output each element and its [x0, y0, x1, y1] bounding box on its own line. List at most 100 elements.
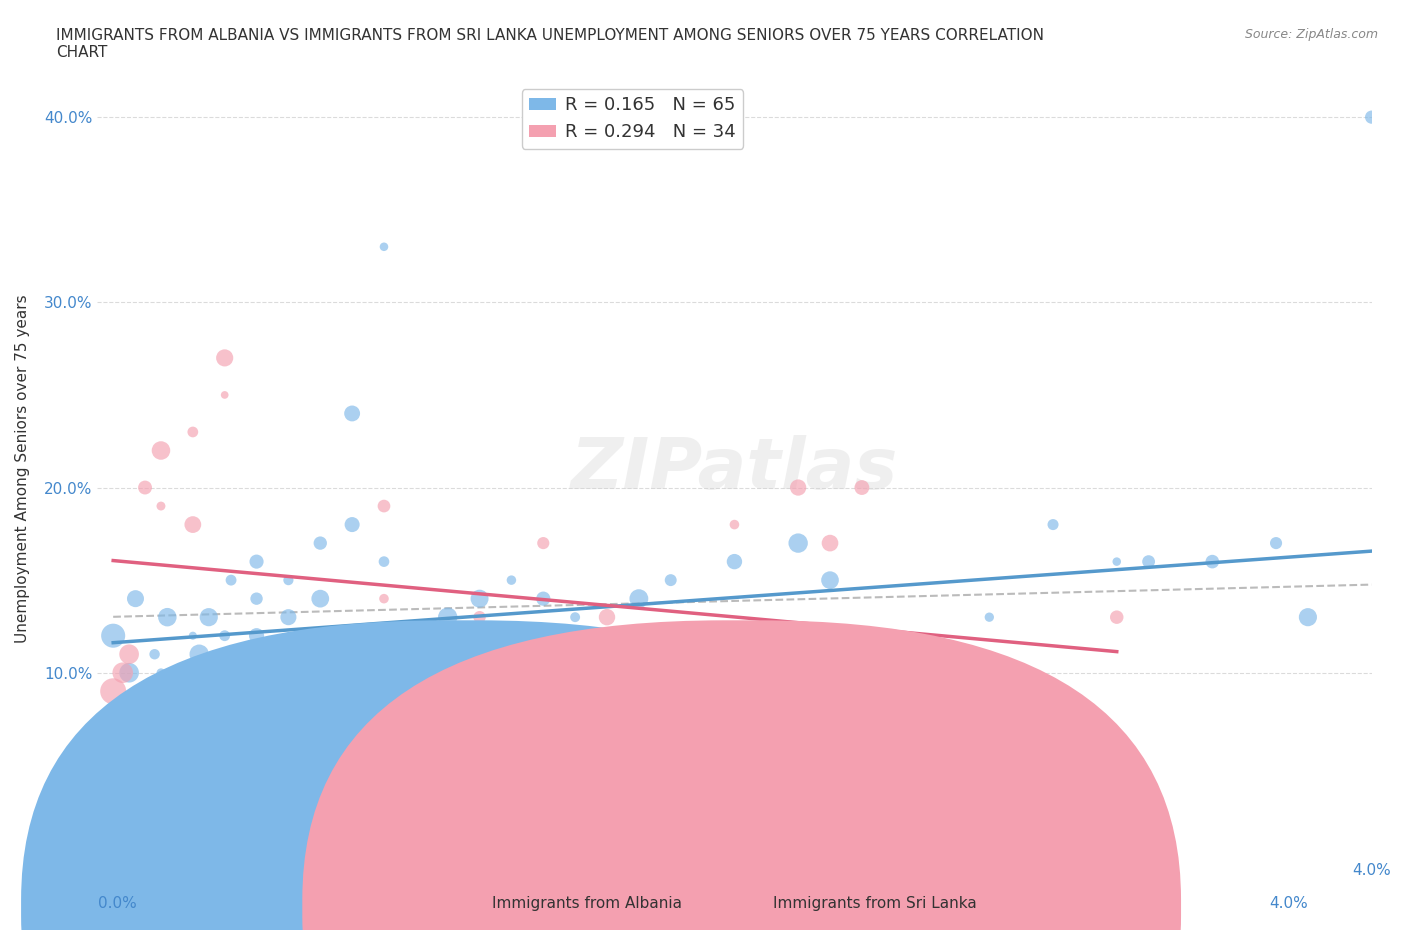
- Point: [596, 610, 619, 625]
- Point: [818, 536, 841, 551]
- Point: [946, 832, 969, 847]
- Point: [111, 702, 134, 717]
- Point: [124, 591, 146, 606]
- Point: [219, 573, 242, 588]
- Point: [1361, 110, 1384, 125]
- Point: [181, 665, 204, 680]
- Point: [101, 629, 124, 644]
- Point: [309, 629, 332, 644]
- Point: [1042, 517, 1064, 532]
- Point: [979, 665, 1001, 680]
- Point: [373, 498, 395, 513]
- Point: [181, 517, 204, 532]
- Point: [1137, 554, 1160, 569]
- Point: [468, 629, 491, 644]
- Point: [1265, 536, 1288, 551]
- Point: [373, 629, 395, 644]
- Point: [1105, 554, 1128, 569]
- Point: [405, 665, 427, 680]
- Point: [659, 702, 682, 717]
- Point: [914, 646, 936, 661]
- Point: [818, 573, 841, 588]
- Point: [851, 480, 873, 495]
- Point: [468, 591, 491, 606]
- Point: [851, 702, 873, 717]
- Point: [373, 591, 395, 606]
- Legend: R = 0.165   N = 65, R = 0.294   N = 34: R = 0.165 N = 65, R = 0.294 N = 34: [522, 89, 744, 149]
- Point: [134, 684, 156, 698]
- Point: [692, 646, 714, 661]
- Point: [436, 610, 458, 625]
- Point: [340, 406, 363, 421]
- Point: [309, 665, 332, 680]
- Point: [277, 573, 299, 588]
- Point: [723, 554, 745, 569]
- Point: [373, 239, 395, 254]
- Point: [564, 684, 586, 698]
- Point: [111, 665, 134, 680]
- Point: [501, 573, 523, 588]
- Text: Immigrants from Albania: Immigrants from Albania: [492, 897, 682, 911]
- Point: [501, 665, 523, 680]
- Point: [787, 536, 810, 551]
- Point: [531, 536, 554, 551]
- Point: [373, 554, 395, 569]
- Point: [340, 517, 363, 532]
- Point: [468, 610, 491, 625]
- Point: [659, 665, 682, 680]
- Point: [214, 351, 236, 365]
- Text: 4.0%: 4.0%: [1268, 897, 1308, 911]
- Point: [166, 721, 188, 736]
- Point: [564, 684, 586, 698]
- Point: [564, 610, 586, 625]
- Point: [229, 646, 252, 661]
- Point: [659, 573, 682, 588]
- Text: IMMIGRANTS FROM ALBANIA VS IMMIGRANTS FROM SRI LANKA UNEMPLOYMENT AMONG SENIORS : IMMIGRANTS FROM ALBANIA VS IMMIGRANTS FR…: [56, 28, 1045, 60]
- Point: [149, 665, 172, 680]
- Point: [277, 610, 299, 625]
- Point: [755, 646, 778, 661]
- Point: [309, 591, 332, 606]
- Point: [156, 610, 179, 625]
- Point: [340, 646, 363, 661]
- Point: [787, 480, 810, 495]
- Text: 0.0%: 0.0%: [98, 897, 138, 911]
- Point: [883, 758, 905, 773]
- Point: [1201, 554, 1223, 569]
- Point: [101, 684, 124, 698]
- Point: [188, 646, 211, 661]
- Text: ZIPatlas: ZIPatlas: [571, 434, 898, 503]
- Point: [405, 646, 427, 661]
- Point: [245, 591, 267, 606]
- Point: [149, 443, 172, 458]
- Point: [1105, 610, 1128, 625]
- Point: [531, 591, 554, 606]
- Point: [214, 665, 236, 680]
- Point: [277, 665, 299, 680]
- Point: [277, 646, 299, 661]
- Y-axis label: Unemployment Among Seniors over 75 years: Unemployment Among Seniors over 75 years: [15, 295, 30, 644]
- Point: [405, 646, 427, 661]
- Point: [134, 480, 156, 495]
- Point: [883, 684, 905, 698]
- Point: [143, 646, 166, 661]
- Point: [214, 629, 236, 644]
- Point: [245, 554, 267, 569]
- Point: [245, 629, 267, 644]
- Point: [181, 424, 204, 439]
- Point: [627, 591, 650, 606]
- Point: [627, 665, 650, 680]
- Point: [214, 388, 236, 403]
- Point: [315, 629, 337, 644]
- Point: [596, 721, 619, 736]
- Point: [309, 536, 332, 551]
- Point: [181, 629, 204, 644]
- Point: [149, 498, 172, 513]
- Point: [1042, 702, 1064, 717]
- Point: [118, 665, 141, 680]
- Point: [118, 646, 141, 661]
- Point: [501, 629, 523, 644]
- Point: [1296, 610, 1319, 625]
- Text: Immigrants from Sri Lanka: Immigrants from Sri Lanka: [773, 897, 977, 911]
- Point: [659, 702, 682, 717]
